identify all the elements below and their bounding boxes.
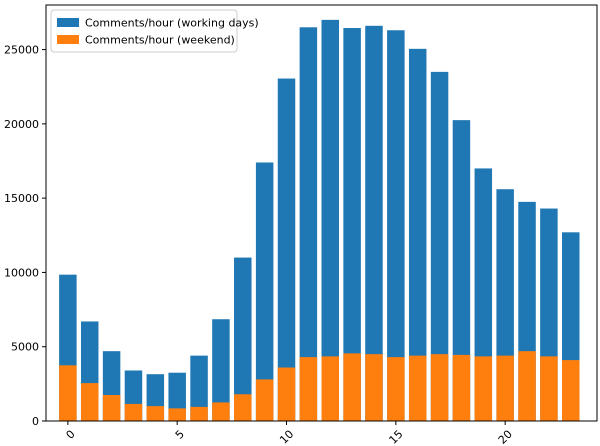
bar-weekend-19: [474, 356, 493, 421]
bar-weekend-3: [124, 403, 143, 421]
bar-weekend-12: [321, 356, 339, 421]
bar-working-days-11: [299, 27, 318, 421]
bar-weekend-5: [168, 408, 186, 421]
axes-layer: 0 5000 10000 15000 20000 25000 0 5 10 15 20: [4, 4, 598, 446]
axes-frame: [45, 4, 598, 422]
bar-weekend-2: [102, 395, 121, 421]
bar-working-days-6: [190, 355, 208, 421]
y-tick-label-0: 0: [32, 415, 39, 428]
bar-weekend-1: [80, 383, 99, 421]
bar-weekend-20: [496, 355, 514, 421]
bar-weekend-23: [562, 360, 580, 421]
bar-weekend-7: [212, 402, 230, 421]
bar-weekend-4: [146, 406, 165, 421]
bar-weekend-11: [299, 357, 318, 421]
x-tick-label-20: 20: [496, 428, 515, 446]
bar-weekend-10: [277, 367, 296, 421]
bar-weekend-17: [430, 354, 449, 421]
y-tick-label-20000: 20000: [4, 118, 39, 131]
legend-box: [50, 9, 238, 53]
legend: Comments/hour (working days) Comments/hou…: [50, 9, 259, 53]
bar-working-days-8: [234, 257, 252, 421]
bar-working-days-13: [343, 28, 361, 422]
bar-weekend-9: [255, 379, 274, 421]
bar-weekend-0: [59, 365, 77, 421]
bar-working-days-17: [430, 71, 449, 422]
legend-swatch-working-days: [57, 18, 79, 27]
bar-weekend-18: [452, 354, 471, 421]
y-tick-label-15000: 15000: [4, 192, 39, 205]
bar-weekend-16: [408, 355, 427, 421]
legend-label-working-days: Comments/hour (working days): [85, 17, 259, 30]
x-tick-label-0: 0: [64, 428, 78, 442]
bar-working-days-16: [408, 48, 427, 421]
bar-working-days-14: [365, 25, 383, 422]
y-tick-label-10000: 10000: [4, 266, 39, 279]
x-tick-label-10: 10: [277, 428, 296, 446]
bar-working-days-15: [387, 30, 405, 421]
x-tick-label-15: 15: [387, 428, 406, 446]
bar-weekend-14: [365, 354, 383, 421]
bar-working-days-18: [452, 120, 471, 421]
bar-weekend-6: [190, 406, 208, 421]
bars-layer: [59, 19, 580, 422]
y-tick-label-5000: 5000: [11, 341, 39, 354]
x-tick-label-5: 5: [173, 428, 187, 442]
bar-working-days-10: [277, 78, 296, 421]
legend-label-weekend: Comments/hour (weekend): [85, 34, 235, 47]
bar-working-days-7: [212, 319, 230, 421]
bar-weekend-21: [518, 351, 536, 421]
bar-working-days-9: [255, 162, 274, 422]
legend-swatch-weekend: [57, 35, 79, 44]
bar-weekend-15: [387, 357, 405, 421]
bar-weekend-8: [234, 394, 252, 421]
bar-working-days-12: [321, 19, 339, 422]
y-tick-label-25000: 25000: [4, 44, 39, 57]
bar-weekend-13: [343, 353, 361, 421]
bar-weekend-22: [540, 356, 558, 421]
